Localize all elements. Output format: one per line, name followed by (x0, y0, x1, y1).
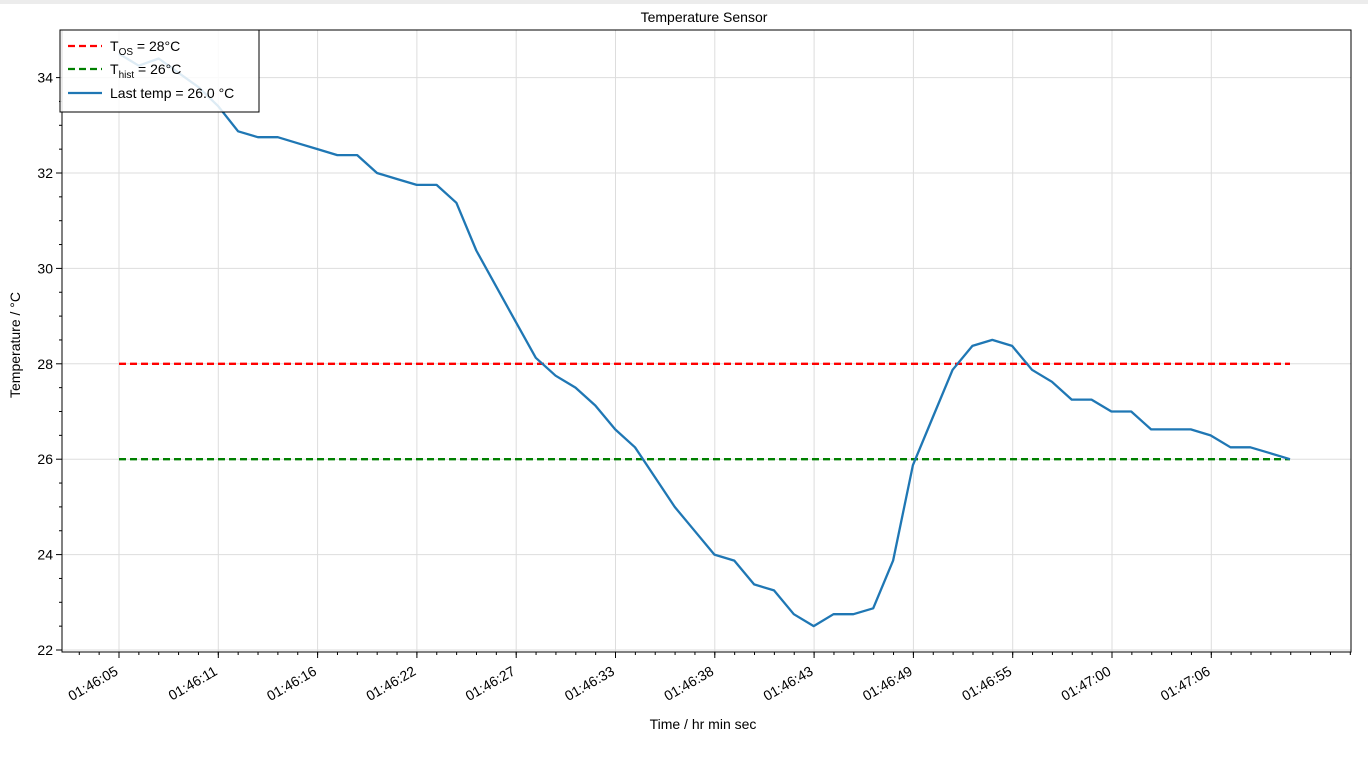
y-tick-label: 26 (37, 451, 53, 467)
legend-label-thist: Thist = 26°C (110, 61, 181, 81)
legend-label-last-temp: Last temp = 26.0 °C (110, 85, 234, 101)
series-lines (118, 52, 1291, 628)
legend-box (59, 29, 260, 113)
y-tick-label: 28 (37, 356, 53, 372)
legend-label-tos: TOS = 28°C (110, 38, 180, 58)
y-tick-label: 22 (37, 642, 53, 658)
x-tick-label: 01:46:11 (165, 663, 219, 704)
y-tick-label: 30 (37, 260, 53, 276)
x-tick-label: 01:47:06 (1158, 663, 1213, 704)
x-tick-label: 01:46:16 (264, 663, 319, 704)
x-tick-label: 01:46:27 (463, 663, 518, 704)
y-axis-ticks: 22 24 26 28 30 32 34 (37, 70, 62, 658)
x-tick-label: 01:46:49 (860, 663, 915, 704)
y-axis-label: Temperature / °C (7, 292, 23, 398)
x-axis-ticks: 01:46:05 01:46:11 01:46:16 01:46:22 01:46:27… (65, 652, 1351, 704)
x-axis-label: Time / hr min sec (650, 716, 757, 732)
x-tick-label: 01:46:22 (363, 663, 418, 704)
x-tick-label: 01:46:55 (959, 663, 1014, 704)
x-tick-label: 01:47:00 (1058, 663, 1113, 704)
series-line-2 (118, 52, 1291, 628)
window-top-strip (0, 0, 1368, 4)
x-tick-label: 01:46:05 (65, 663, 120, 704)
y-tick-label: 24 (37, 547, 53, 563)
x-tick-label: 01:46:33 (562, 663, 617, 704)
x-tick-label: 01:46:43 (760, 663, 815, 704)
chart-title: Temperature Sensor (641, 9, 768, 25)
grid-lines (62, 30, 1351, 652)
legend: TOS = 28°C Thist = 26°C Last temp = 26.0… (59, 29, 260, 113)
y-tick-label: 34 (37, 70, 53, 86)
x-tick-label: 01:46:38 (661, 663, 716, 704)
plot-frame (61, 29, 1352, 653)
y-tick-label: 32 (37, 165, 53, 181)
